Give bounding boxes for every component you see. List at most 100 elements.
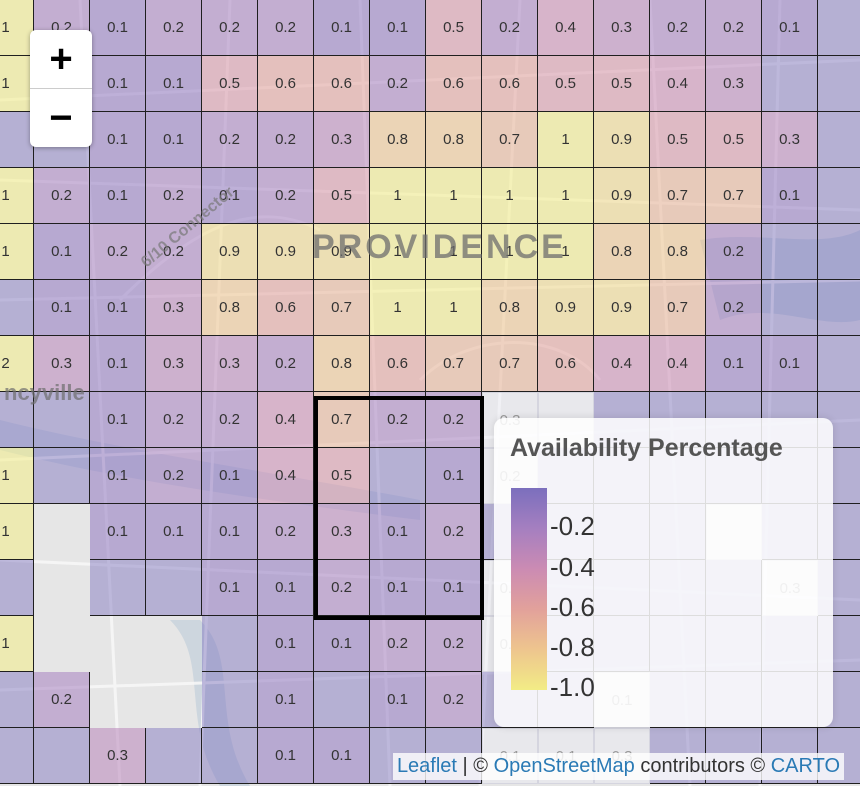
- grid-cell: 0.1: [258, 560, 314, 616]
- grid-cell: 0.2: [426, 672, 482, 728]
- grid-cell: 0.2: [202, 0, 258, 56]
- grid-cell: 0.7: [482, 112, 538, 168]
- grid-cell: 0.2: [34, 672, 90, 728]
- grid-cell: 0.1: [314, 0, 370, 56]
- grid-cell: 0.2: [426, 392, 482, 448]
- carto-link[interactable]: CARTO: [770, 755, 840, 777]
- grid-cell: 1: [426, 280, 482, 336]
- grid-cell: 0.2: [258, 0, 314, 56]
- grid-cell: 0.4: [538, 0, 594, 56]
- grid-cell: [34, 392, 90, 448]
- grid-cell: 0.2: [314, 560, 370, 616]
- grid-cell: 0.2: [258, 112, 314, 168]
- grid-cell: 0.8: [426, 112, 482, 168]
- grid-cell: 0.3: [314, 112, 370, 168]
- legend-tick: -0.2: [550, 511, 595, 541]
- grid-cell: [90, 560, 146, 616]
- grid-cell: 0.2: [146, 168, 202, 224]
- grid-cell: [202, 728, 258, 784]
- grid-cell: 0.3: [34, 336, 90, 392]
- grid-cell: [0, 728, 34, 784]
- grid-cell: [146, 728, 202, 784]
- leaflet-link[interactable]: Leaflet: [396, 755, 457, 777]
- grid-cell: [818, 224, 860, 280]
- grid-cell: 0.1: [202, 448, 258, 504]
- grid-cell: 0.9: [594, 168, 650, 224]
- grid-cell: [34, 448, 90, 504]
- legend-color-bar: [511, 488, 547, 690]
- grid-cell: 0.2: [650, 0, 706, 56]
- grid-cell: 1: [0, 616, 34, 672]
- zoom-in-button[interactable]: +: [30, 30, 92, 89]
- grid-cell: 0.1: [34, 280, 90, 336]
- grid-cell: 0.7: [314, 280, 370, 336]
- grid-cell: [0, 672, 34, 728]
- grid-cell: 0.4: [258, 448, 314, 504]
- grid-cell: 0.7: [482, 336, 538, 392]
- grid-cell: 0.1: [370, 560, 426, 616]
- grid-cell: 0.3: [146, 336, 202, 392]
- attribution-separator: | ©: [457, 755, 494, 777]
- grid-cell: 0.9: [258, 224, 314, 280]
- grid-cell: [0, 112, 34, 168]
- grid-cell: 0.6: [482, 56, 538, 112]
- grid-cell: [762, 224, 818, 280]
- grid-cell: 0.1: [202, 504, 258, 560]
- grid-cell: 0.9: [594, 280, 650, 336]
- grid-cell: 0.2: [90, 224, 146, 280]
- grid-cell: 0.2: [34, 168, 90, 224]
- grid-cell: 0.7: [314, 392, 370, 448]
- grid-cell: 1: [0, 56, 34, 112]
- grid-cell: 0.1: [146, 504, 202, 560]
- grid-cell: 0.2: [426, 616, 482, 672]
- grid-cell: 0.6: [426, 56, 482, 112]
- grid-cell: [202, 672, 258, 728]
- grid-cell: 0.1: [314, 728, 370, 784]
- grid-cell: [370, 448, 426, 504]
- grid-cell: [202, 616, 258, 672]
- grid-cell: 1: [370, 168, 426, 224]
- grid-cell: 0.6: [258, 280, 314, 336]
- attribution: Leaflet | © OpenStreetMap contributors ©…: [392, 753, 844, 780]
- grid-cell: 1: [482, 168, 538, 224]
- grid-cell: 1: [426, 168, 482, 224]
- grid-cell: 0.3: [314, 504, 370, 560]
- grid-cell: 1: [0, 224, 34, 280]
- grid-cell: [818, 280, 860, 336]
- grid-cell: 0.1: [258, 616, 314, 672]
- grid-cell: 0.6: [538, 336, 594, 392]
- grid-cell: 0.9: [202, 224, 258, 280]
- grid-cell: 0.1: [34, 224, 90, 280]
- zoom-out-button[interactable]: −: [49, 95, 73, 140]
- grid-cell: 0.5: [650, 112, 706, 168]
- grid-cell: 0.1: [426, 448, 482, 504]
- grid-cell: 0.2: [370, 392, 426, 448]
- osm-link[interactable]: OpenStreetMap: [493, 755, 635, 777]
- grid-cell: [146, 560, 202, 616]
- grid-cell: 1: [0, 168, 34, 224]
- grid-cell: 0.6: [370, 336, 426, 392]
- grid-cell: 0.1: [202, 560, 258, 616]
- grid-cell: 0.5: [538, 56, 594, 112]
- grid-cell: 1: [370, 224, 426, 280]
- grid-cell: 0.2: [258, 168, 314, 224]
- grid-cell: [314, 672, 370, 728]
- grid-cell: 0.3: [594, 0, 650, 56]
- grid-cell: [818, 336, 860, 392]
- grid-cell: 0.4: [258, 392, 314, 448]
- grid-cell: 0.2: [258, 504, 314, 560]
- grid-cell: 0.5: [594, 56, 650, 112]
- grid-cell: 0.4: [650, 336, 706, 392]
- grid-cell: 0.2: [146, 224, 202, 280]
- grid-cell: 0.9: [314, 224, 370, 280]
- grid-cell: 0.9: [594, 112, 650, 168]
- grid-cell: 0.5: [202, 56, 258, 112]
- grid-cell: [0, 560, 34, 616]
- grid-cell: 0.6: [258, 56, 314, 112]
- grid-cell: 1: [538, 168, 594, 224]
- grid-cell: [818, 56, 860, 112]
- legend: Availability Percentage -0.2 -0.4 -0.6 -…: [494, 418, 833, 727]
- grid-cell: 0.2: [706, 280, 762, 336]
